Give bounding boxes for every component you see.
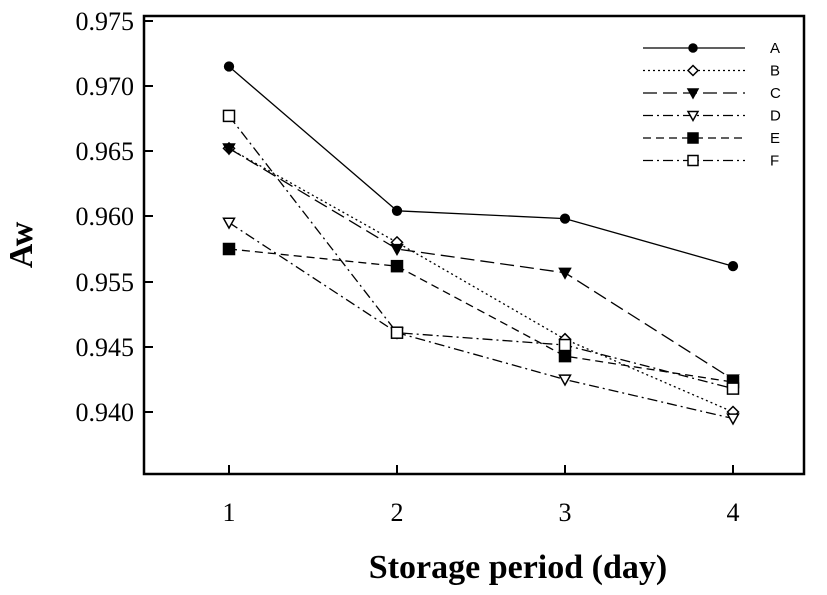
series-line-d (228, 222, 734, 420)
data-point-d (222, 217, 236, 230)
legend-item: F (643, 153, 779, 170)
x-tick-label: 4 (727, 498, 740, 527)
series-line-f (228, 115, 734, 390)
legend-marker (686, 110, 700, 123)
series-line-c (228, 147, 734, 381)
x-tick-label: 1 (223, 498, 236, 527)
data-point-f (222, 109, 236, 123)
legend-label: D (770, 108, 781, 125)
legend-item: C (643, 85, 781, 102)
x-tick-label: 2 (391, 498, 404, 527)
data-point-c (390, 243, 404, 257)
legend-marker (686, 88, 700, 100)
series-d (222, 217, 740, 426)
data-point-c (222, 143, 236, 156)
data-point-a (223, 61, 235, 72)
legend-item: A (643, 40, 780, 57)
series-line-e (228, 248, 734, 383)
x-tick-label: 3 (559, 498, 572, 527)
legend-item: E (643, 130, 780, 147)
data-point-d (726, 413, 740, 426)
y-axis-ticks: 0.940 0.945 0.955 0.960 0.965 0.970 0.975 (76, 7, 153, 427)
y-tick-label: 0.945 (76, 333, 135, 362)
legend-marker (686, 64, 700, 77)
data-point-f (558, 338, 572, 352)
data-point-e (558, 349, 572, 363)
data-point-f (726, 382, 740, 395)
legend-label: B (770, 63, 780, 80)
x-axis-ticks: 1 2 3 4 (223, 465, 740, 527)
y-tick-label: 0.975 (76, 7, 135, 36)
series-a (223, 61, 739, 272)
data-point-a (727, 261, 739, 272)
y-axis-title: Aw (3, 221, 40, 268)
series-line-a (228, 66, 734, 267)
y-tick-label: 0.965 (76, 137, 135, 166)
legend-marker (688, 43, 698, 53)
data-point-a (559, 213, 571, 224)
y-tick-label: 0.970 (76, 72, 135, 101)
legend-label: A (770, 40, 780, 57)
data-point-c (558, 267, 572, 280)
x-axis-title: Storage period (day) (369, 549, 667, 586)
y-tick-label: 0.940 (76, 398, 135, 427)
data-point-d (558, 374, 572, 387)
series-e (222, 242, 740, 389)
plot-frame (142, 14, 806, 476)
legend-item: B (643, 63, 780, 80)
legend-label: F (770, 153, 779, 170)
data-point-a (391, 205, 403, 216)
series-layer (222, 61, 740, 426)
legend-label: E (770, 130, 780, 147)
data-point-e (390, 259, 404, 273)
series-c (222, 143, 740, 387)
legend-marker (687, 154, 699, 167)
data-point-f (390, 326, 404, 339)
series-b (222, 141, 740, 419)
legend-marker (687, 132, 699, 144)
legend-item: D (643, 108, 781, 125)
y-tick-label: 0.955 (76, 268, 135, 297)
y-tick-label: 0.960 (76, 202, 135, 231)
series-f (222, 109, 740, 395)
legend-label: C (770, 85, 781, 102)
series-line-b (228, 147, 734, 413)
data-point-e (222, 242, 236, 256)
